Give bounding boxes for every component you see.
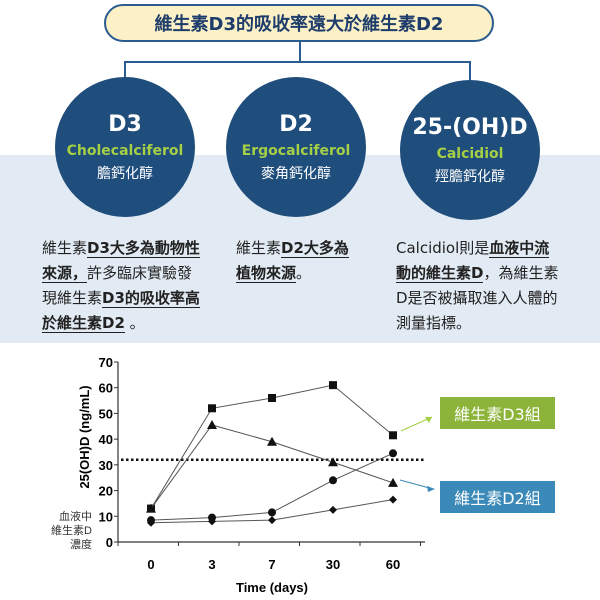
- d2-english: Ergocalciferol: [241, 142, 351, 159]
- calcidiol-english: Calcidiol: [436, 145, 504, 162]
- data-point-square: [329, 381, 337, 390]
- description-segment: 血液中流動的維生素D: [396, 239, 550, 283]
- calcidiol-title: 25-(OH)D: [412, 114, 528, 140]
- d2-arrowhead: [427, 486, 435, 492]
- description-segment: 則是: [459, 239, 490, 257]
- data-point-diamond: [147, 518, 155, 527]
- chart: 0 10 20 30 40 50 60 70 0 3 7 30 60 Time (days) 25(OH)D…: [51, 355, 435, 595]
- y-tick-label: 20: [99, 484, 113, 499]
- data-point-triangle: [146, 503, 156, 513]
- data-point-triangle: [267, 436, 277, 446]
- data-point-square: [268, 394, 276, 402]
- y-tick-label: 10: [99, 509, 113, 524]
- data-point-triangle: [207, 420, 217, 429]
- data-point-square: [208, 404, 216, 413]
- d3-title: D3: [108, 111, 142, 137]
- y-tick-label: 60: [99, 381, 113, 396]
- x-tick-label: 7: [268, 557, 275, 572]
- d3-chinese: 膽鈣化醇: [97, 165, 153, 182]
- calcidiol-description: Calcidiol則是血液中流動的維生素D，為維生素D是否被攝取進入人體的測量指…: [396, 236, 561, 336]
- data-point-diamond: [389, 495, 397, 504]
- data-point-triangle: [328, 457, 338, 467]
- description-segment: D2大多為植物來源: [236, 239, 349, 283]
- series-line-square: [150, 384, 394, 509]
- y-axis-label-chinese: 血液中維生素D 濃度: [51, 509, 92, 551]
- data-point-triangle: [388, 477, 398, 487]
- y-axis-label: 25(OH)D (ng/mL): [77, 385, 92, 488]
- description-segment: Calcidiol: [396, 239, 460, 257]
- calcidiol-circle: 25-(OH)D Calcidiol 羥膽鈣化醇: [400, 80, 540, 220]
- d2-description: 維生素D2大多為植物來源。: [236, 236, 361, 286]
- d3-group-label: 維生素D3組: [440, 397, 555, 429]
- x-tick-label: 0: [147, 557, 154, 572]
- d2-title: D2: [279, 111, 313, 137]
- data-point-square: [389, 431, 397, 440]
- y-tick-label: 0: [106, 535, 113, 550]
- data-point-diamond: [268, 516, 276, 525]
- calcidiol-chinese: 羥膽鈣化醇: [435, 168, 505, 185]
- description-segment: 。: [296, 264, 312, 282]
- description-segment: 維生素: [236, 239, 282, 257]
- y-tick-label: 40: [99, 432, 113, 447]
- data-point-diamond: [329, 505, 337, 514]
- d2-group-label: 維生素D2組: [440, 481, 555, 513]
- description-segment: 許多臨床實驗發現維生素: [42, 264, 193, 307]
- description-segment: 維生素: [42, 239, 88, 257]
- y-tick-label: 30: [99, 458, 113, 473]
- headline-banner: 維生素D3的吸收率遠大於維生素D2: [104, 4, 494, 42]
- x-tick-label: 3: [208, 557, 215, 572]
- data-point-circle: [389, 449, 397, 458]
- description-segment: 。: [124, 314, 145, 332]
- y-tick-label: 50: [99, 406, 113, 421]
- description-segment: ，為維生素D是否被攝取進入人體的測量指標。: [396, 264, 559, 332]
- d2-chinese: 麥角鈣化醇: [261, 165, 331, 182]
- x-tick-label: 30: [326, 557, 340, 572]
- d3-circle: D3 Cholecalciferol 膽鈣化醇: [55, 77, 195, 217]
- d3-english: Cholecalciferol: [66, 142, 184, 159]
- data-point-circle: [329, 476, 337, 485]
- data-point-diamond: [208, 517, 216, 526]
- connector-lines: [124, 42, 471, 80]
- description-segment: D3大多為動物性來源，: [42, 239, 200, 283]
- d2-circle: D2 Ergocalciferol 麥角鈣化醇: [226, 77, 366, 217]
- d3-description: 維生素D3大多為動物性來源，許多臨床實驗發現維生素D3的吸收率高於維生素D2 。: [42, 236, 202, 336]
- y-tick-label: 70: [99, 355, 113, 370]
- x-tick-label: 60: [386, 557, 400, 572]
- data-point-circle: [268, 508, 276, 517]
- d3-arrowhead: [425, 417, 432, 423]
- x-axis-label: Time (days): [236, 580, 308, 595]
- description-segment: D3的吸收率高於維生素D2: [42, 289, 200, 333]
